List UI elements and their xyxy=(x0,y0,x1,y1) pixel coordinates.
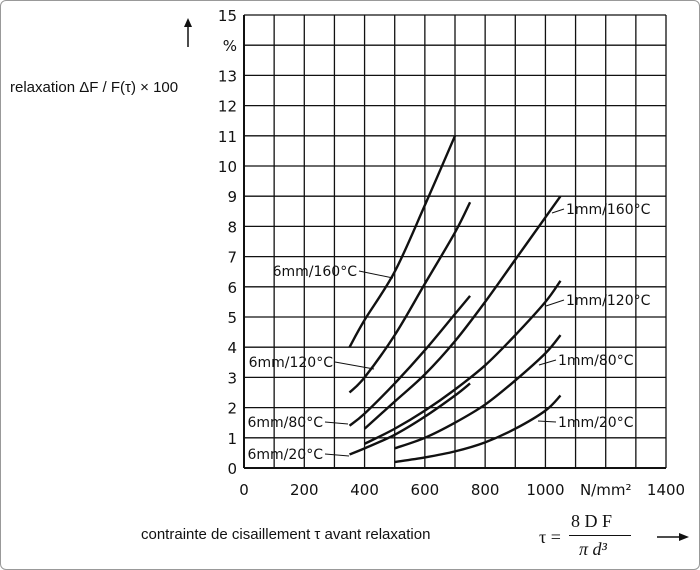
series-label: 6mm/160°C xyxy=(273,264,358,280)
y-tick-label: % xyxy=(223,37,237,55)
series-label: 6mm/120°C xyxy=(249,355,334,371)
series-label: 6mm/80°C xyxy=(248,415,324,431)
x-tick-label: 800 xyxy=(471,481,500,499)
series-label-leader xyxy=(358,270,394,279)
series-label: 1mm/120°C xyxy=(566,293,651,309)
series-label-leader xyxy=(545,299,565,307)
y-tick-label: 2 xyxy=(227,400,237,418)
formula-denominator: π d³ xyxy=(579,539,607,559)
y-tick-label: 13 xyxy=(218,67,237,85)
series-line xyxy=(363,195,562,430)
series-label-leader xyxy=(334,361,375,370)
series-label-leader xyxy=(324,421,349,425)
series-label-leader xyxy=(537,420,557,423)
formula-bar xyxy=(569,535,631,536)
formula-lhs: τ = xyxy=(539,527,561,547)
series-label: 1mm/80°C xyxy=(558,353,634,369)
y-tick-label: 6 xyxy=(227,279,237,297)
x-tick-label: N/mm² xyxy=(580,481,632,499)
series-line xyxy=(348,201,472,394)
x-tick-label: 1400 xyxy=(647,481,685,499)
y-tick-label: 15 xyxy=(218,7,237,25)
series-line xyxy=(348,135,457,348)
series-label-leader xyxy=(324,453,350,457)
x-tick-label: 200 xyxy=(290,481,319,499)
series-label: 6mm/20°C xyxy=(248,447,324,463)
series-line xyxy=(394,394,562,464)
series-line xyxy=(348,295,471,427)
y-tick-label: 8 xyxy=(227,218,237,236)
y-tick-label: 9 xyxy=(227,188,237,206)
series-label-leader xyxy=(551,208,565,214)
x-tick-label: 400 xyxy=(350,481,379,499)
y-tick-label: 7 xyxy=(227,249,237,267)
x-tick-label: 600 xyxy=(411,481,440,499)
y-axis-label: relaxation ΔF / F(τ) × 100 xyxy=(10,79,179,96)
series-label-leader xyxy=(538,359,557,366)
x-axis-label: contrainte de cisaillement τ avant relax… xyxy=(141,526,431,543)
y-axis-arrowhead xyxy=(184,18,192,27)
x-tick-label: 1000 xyxy=(526,481,564,499)
series-line xyxy=(364,280,562,445)
formula-numerator: 8 D F xyxy=(571,511,613,531)
x-axis-arrowhead xyxy=(679,533,689,541)
y-tick-label: 11 xyxy=(218,128,237,146)
y-tick-label: 3 xyxy=(227,369,237,387)
x-tick-label: 0 xyxy=(239,481,249,499)
series-line xyxy=(349,382,471,456)
series-label: 1mm/20°C xyxy=(558,415,634,431)
y-tick-label: 5 xyxy=(227,309,237,327)
y-tick-label: 0 xyxy=(227,460,237,478)
y-tick-label: 10 xyxy=(218,158,237,176)
y-tick-label: 4 xyxy=(227,339,237,357)
series-line xyxy=(394,334,562,450)
y-tick-label: 12 xyxy=(218,98,237,116)
y-tick-label: 1 xyxy=(227,430,237,448)
series-label: 1mm/160°C xyxy=(566,202,651,218)
